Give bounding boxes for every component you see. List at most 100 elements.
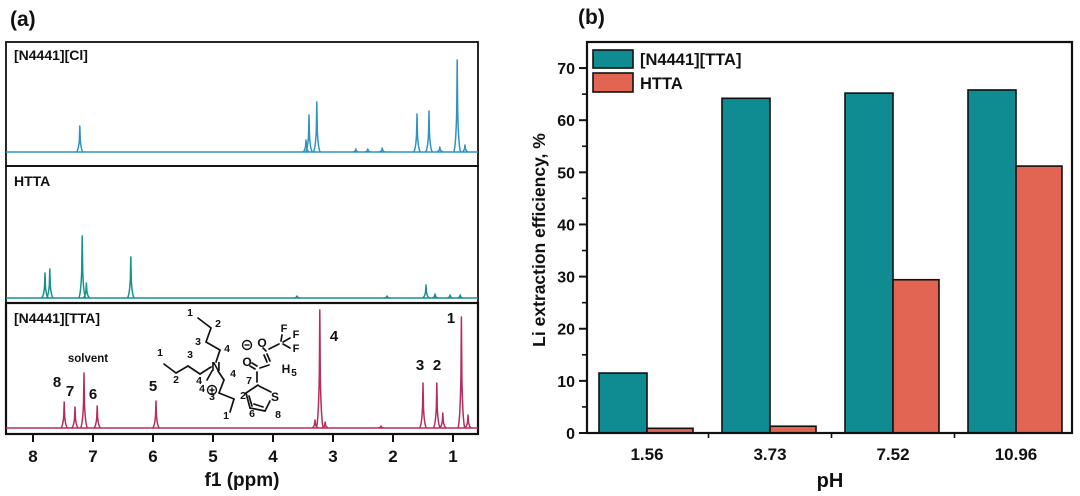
panel-b-label: (b)	[578, 6, 605, 29]
bar-chart-svg: (b) 0 10 20 30 40 50 60 70 1.56 3.73 7.52 10.96 [N4…	[529, 6, 1074, 492]
peak-annotation: 5	[149, 378, 157, 395]
y-tick-label: 10	[557, 374, 575, 391]
bond	[280, 334, 283, 342]
bond	[253, 403, 264, 408]
bar-htta-7.52	[892, 278, 940, 434]
atom-label-F: F	[293, 343, 300, 355]
position-number: 1	[223, 410, 229, 422]
bond	[245, 392, 251, 409]
atom-label-O: O	[242, 355, 251, 369]
peak-annotation: 8	[53, 374, 61, 391]
atom-label-H: H	[282, 362, 291, 376]
bond	[205, 327, 212, 343]
x-tick-label: 10.96	[995, 445, 1038, 464]
bond	[266, 353, 271, 362]
atom-label-S: S	[271, 390, 279, 404]
nmr-spectrum-trace-1	[6, 235, 478, 299]
bond	[218, 392, 235, 400]
atom-label-5: 5	[291, 368, 297, 379]
atom-label-F: F	[281, 323, 288, 335]
axis-tick-label: 6	[148, 447, 157, 466]
bond	[199, 366, 212, 375]
position-number: 2	[173, 374, 179, 386]
y-tick-label: 20	[557, 322, 575, 339]
bond	[248, 395, 253, 407]
bar-htta-10.96	[1015, 165, 1063, 434]
panel-a-label: (a)	[10, 8, 36, 31]
axis-tick-label: 5	[208, 447, 217, 466]
peak-annotation: 3	[416, 357, 424, 374]
x-tick-label: 1.56	[630, 445, 663, 464]
bar-n4441tta-3.73	[721, 97, 771, 434]
position-number: 2	[215, 318, 221, 330]
bond	[229, 398, 235, 413]
nmr-spectrum-trace-0	[6, 59, 478, 153]
atom-label-N: N	[211, 359, 220, 374]
position-number: 4	[224, 343, 230, 355]
position-number: 3	[195, 336, 201, 348]
bar-x-axis-title: pH	[817, 470, 844, 492]
axis-tick-label: 7	[88, 447, 97, 466]
y-tick-label: 60	[557, 113, 575, 130]
bond	[282, 337, 291, 343]
axis-tick-label: 1	[448, 447, 457, 466]
bond	[262, 347, 267, 352]
legend-swatch-n4441tta	[592, 49, 634, 69]
nmr-subpanel-frame	[5, 165, 479, 304]
spectrum-title-htta: HTTA	[14, 173, 50, 189]
position-number: 4	[196, 375, 202, 387]
position-number: 1	[157, 347, 163, 359]
legend: [N4441][TTA] HTTA	[592, 49, 741, 93]
peak-annotation: 1	[447, 310, 455, 327]
bond	[175, 365, 189, 374]
y-tick-label: 70	[557, 61, 575, 78]
axis-tick-label: 2	[388, 447, 397, 466]
bar-plot-area: 0 10 20 30 40 50 60 70 1.56 3.73 7.52 10.96	[557, 40, 1074, 464]
bond	[163, 363, 177, 374]
minus-charge-icon	[241, 339, 253, 351]
peak-annotation: 4	[330, 328, 339, 345]
solvent-label: solvent	[68, 353, 108, 365]
bond	[197, 317, 212, 329]
y-tick-label: 0	[566, 426, 575, 443]
bond	[282, 343, 291, 349]
legend-label-htta: HTTA	[640, 75, 683, 93]
bar-n4441tta-7.52	[844, 92, 894, 434]
bond	[245, 384, 259, 394]
position-number: 4	[230, 368, 236, 380]
peak-annotation: 2	[433, 357, 441, 374]
bond	[264, 400, 271, 412]
nmr-spectrum-trace-2	[6, 309, 478, 429]
position-number: 4	[199, 383, 205, 395]
x-tick-label: 7.52	[876, 445, 909, 464]
peak-annotation: 6	[89, 386, 97, 403]
nmr-x-axis-title: f1 (ppm)	[205, 470, 280, 491]
bar-n4441tta-10.96	[967, 89, 1017, 434]
atom-label-F: F	[293, 329, 300, 341]
bar-y-axis-title: Li extraction efficiency, %	[529, 133, 549, 347]
bond	[263, 354, 268, 363]
bar-chart-frame	[585, 40, 1074, 435]
plus-charge-icon	[206, 384, 218, 396]
bar-n4441tta-1.56	[598, 372, 648, 434]
axis-tick-label: 8	[28, 447, 37, 466]
y-tick-label: 30	[557, 270, 575, 287]
legend-label-n4441tta: [N4441][TTA]	[640, 51, 741, 69]
position-number: 3	[187, 349, 193, 361]
bond	[205, 341, 221, 351]
bond	[259, 364, 270, 369]
bond	[215, 349, 221, 363]
axis-tick-label: 3	[328, 447, 337, 466]
bond	[206, 370, 213, 381]
position-number: 8	[275, 409, 281, 421]
axis-tick-label: 4	[268, 447, 278, 466]
position-number: 6	[249, 408, 255, 420]
x-tick-label: 3.73	[753, 445, 786, 464]
legend-swatch-htta	[592, 72, 634, 93]
y-tick-label: 50	[557, 165, 575, 182]
bond	[249, 365, 256, 370]
